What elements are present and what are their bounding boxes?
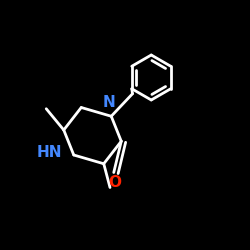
- Text: O: O: [108, 175, 122, 190]
- Text: HN: HN: [37, 145, 62, 160]
- Text: N: N: [102, 95, 115, 110]
